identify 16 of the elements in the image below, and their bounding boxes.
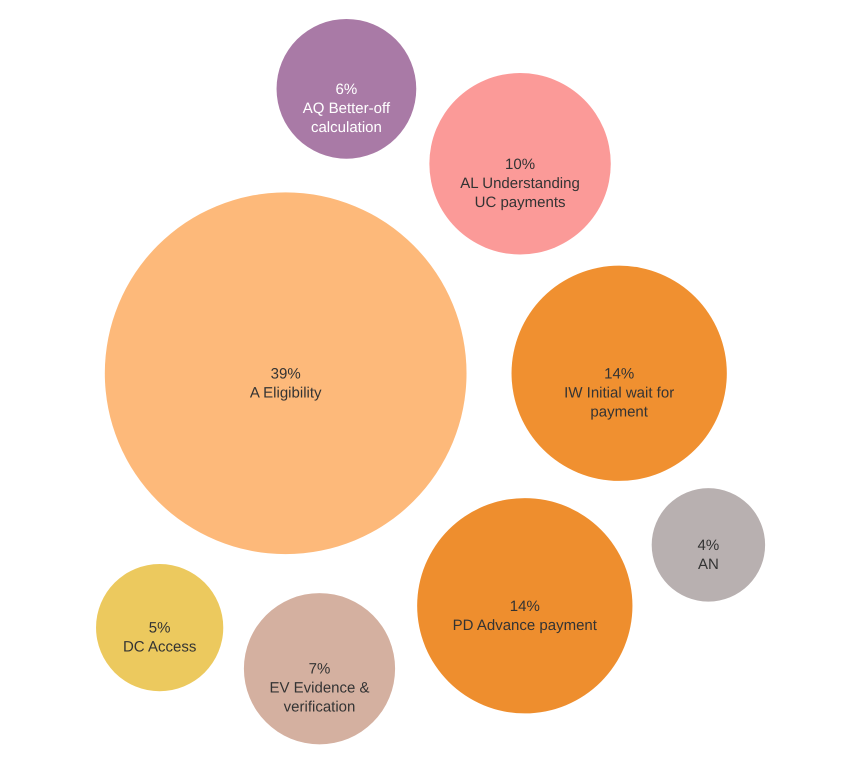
data-label: 10% — [505, 156, 536, 173]
category-label: EV Evidence & verification — [269, 680, 370, 716]
category-label: PD Advance payment — [452, 616, 598, 634]
category-label: DC Access — [122, 638, 196, 656]
data-label: 5% — [148, 620, 170, 637]
category-label: AN — [698, 556, 719, 573]
data-label: 39% — [270, 365, 301, 382]
category-label: IW Initial wait for payment — [564, 384, 674, 420]
data-label: 4% — [698, 536, 720, 554]
data-label: 7% — [308, 660, 330, 678]
category-label: AL Understanding UC payments — [460, 174, 580, 211]
data-label: 6% — [336, 80, 358, 98]
data-label: 14% — [510, 598, 540, 615]
category-label: AQ Better-off calculation — [302, 100, 391, 136]
data-label: 14% — [604, 365, 634, 382]
category-label: A Eligibility — [250, 384, 322, 402]
